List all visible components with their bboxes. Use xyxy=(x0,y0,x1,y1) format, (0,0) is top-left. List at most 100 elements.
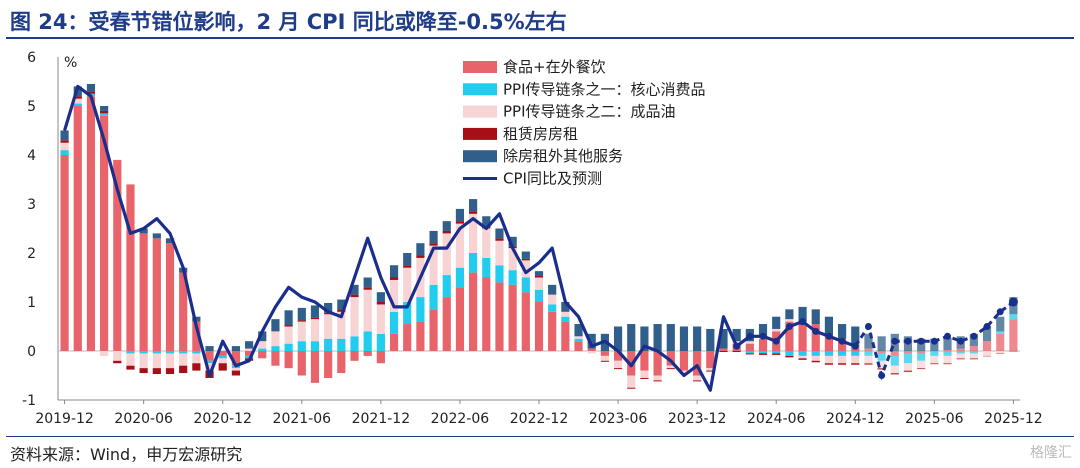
bar-rent xyxy=(324,312,333,315)
bar-food xyxy=(100,115,109,351)
bar-food xyxy=(785,321,794,351)
bar-food xyxy=(653,351,662,376)
bar-core xyxy=(218,355,227,359)
bar-food xyxy=(139,233,148,351)
bar-oil xyxy=(337,311,346,339)
bar-core xyxy=(350,336,359,351)
bar-services xyxy=(666,324,675,351)
bar-oil xyxy=(152,353,161,369)
bar-oil xyxy=(73,98,82,104)
header: 图 24：受春节错位影响，2 月 CPI 同比或降至-0.5%左右 xyxy=(0,0,1080,42)
y-tick-label: 1 xyxy=(27,295,36,311)
bar-food xyxy=(587,348,596,351)
bar-services xyxy=(416,243,425,256)
bar-food xyxy=(693,351,702,376)
bar-services xyxy=(100,106,109,111)
bar-services xyxy=(442,221,451,231)
bar-services xyxy=(679,326,689,351)
bar-oil xyxy=(627,375,636,388)
cpi-point xyxy=(759,332,767,340)
x-tick-label: 2021-06 xyxy=(273,411,332,427)
bar-core xyxy=(996,331,1005,334)
bar-oil xyxy=(772,328,781,332)
bar-food xyxy=(310,351,320,383)
bar-oil xyxy=(139,353,148,369)
bar-food xyxy=(231,351,240,366)
bar-core xyxy=(798,351,807,356)
bar-oil xyxy=(245,348,254,351)
bar-food xyxy=(179,272,188,351)
bar-core xyxy=(416,297,425,322)
bar-services xyxy=(548,284,557,295)
bar-oil xyxy=(258,341,267,349)
bar-food xyxy=(996,333,1005,351)
bar-oil xyxy=(917,360,926,369)
bar-core xyxy=(943,351,952,356)
x-axis: 2019-12 2020-06 2020-12 2021-06 2021-12 2022-… xyxy=(35,399,1043,427)
bar-oil xyxy=(851,355,860,364)
bar-core xyxy=(455,267,465,288)
y-tick-label: 4 xyxy=(27,148,36,164)
bar-rent xyxy=(192,363,201,371)
y-axis-unit: % xyxy=(64,55,77,71)
bar-services xyxy=(587,333,596,349)
bar-food xyxy=(679,351,689,371)
bar-services xyxy=(838,324,847,339)
bar-services xyxy=(429,230,438,244)
bar-services xyxy=(798,306,807,322)
bar-core xyxy=(179,351,188,354)
cpi-point xyxy=(838,337,846,345)
bar-core xyxy=(60,150,69,155)
bar-rent xyxy=(956,358,965,360)
bar-core xyxy=(877,353,886,361)
bar-services xyxy=(376,292,385,302)
bar-core xyxy=(903,353,913,364)
bar-services xyxy=(495,228,504,239)
bar-rent xyxy=(798,358,807,360)
bar-oil xyxy=(403,267,412,302)
bar-rent xyxy=(903,370,913,373)
bar-services xyxy=(561,302,570,312)
cpi-point xyxy=(746,332,754,340)
bar-core xyxy=(324,338,333,351)
cpi-point xyxy=(996,308,1004,316)
bar-oil xyxy=(442,233,451,276)
bar-rent xyxy=(969,358,978,360)
bar-services xyxy=(627,324,636,351)
cpi-point xyxy=(799,318,807,326)
bar-food xyxy=(495,282,504,351)
bar-services xyxy=(192,316,201,322)
cpi-point xyxy=(812,327,820,335)
bar-services xyxy=(482,216,491,227)
bar-series xyxy=(60,83,1018,389)
bar-oil xyxy=(996,351,1005,354)
x-tick-label: 2025-12 xyxy=(984,411,1043,427)
bar-rent xyxy=(416,255,425,258)
bar-core xyxy=(165,351,175,354)
bar-rent xyxy=(534,276,544,278)
bar-food xyxy=(363,351,372,356)
cpi-point xyxy=(733,342,741,350)
bar-food xyxy=(205,351,214,361)
bar-rent xyxy=(719,351,728,352)
bar-rent xyxy=(60,140,69,143)
bar-services xyxy=(139,228,148,234)
bar-core xyxy=(337,338,346,351)
legend-label-food: 食品+在外餐饮 xyxy=(503,58,606,76)
bar-core xyxy=(890,355,899,366)
x-tick-label: 2020-06 xyxy=(114,411,173,427)
bar-oil xyxy=(534,277,544,290)
bar-services xyxy=(60,130,69,141)
bar-rent xyxy=(376,302,385,305)
bar-services xyxy=(574,324,583,337)
bar-oil xyxy=(943,355,952,364)
bar-rent xyxy=(613,368,623,370)
bar-services xyxy=(996,316,1005,332)
legend-label-core: PPI传导链条之一：核心消费品 xyxy=(503,80,706,98)
bar-food xyxy=(152,238,161,351)
bar-services xyxy=(165,238,175,244)
bar-oil xyxy=(785,319,794,322)
bar-oil xyxy=(469,213,478,253)
bar-core xyxy=(403,302,412,325)
bar-oil xyxy=(521,260,530,278)
